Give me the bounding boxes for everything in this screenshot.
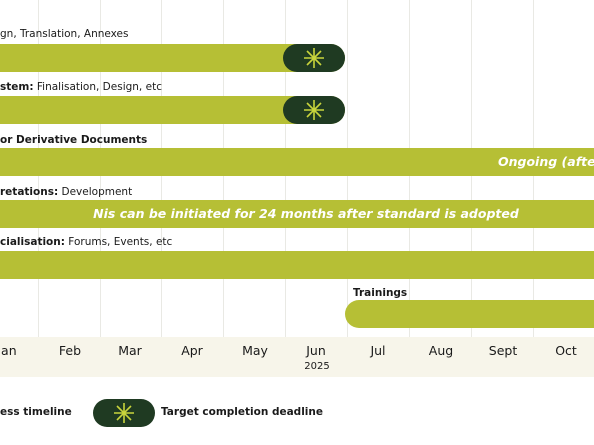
star-icon [304, 100, 324, 120]
bar-text: Nis can be initiated for 24 months after… [93, 206, 519, 221]
legend-label: ess timeline [0, 406, 72, 418]
row-label: gn, Translation, Annexes [0, 28, 129, 40]
month-label: Jun [306, 343, 326, 358]
month-label: Mar [118, 343, 142, 358]
month-label: Sept [488, 343, 518, 358]
month-label: Jan [0, 343, 17, 358]
row-label: cialisation: Forums, Events, etc [0, 236, 173, 248]
month-label: Apr [181, 343, 203, 358]
month-label: Oct [555, 343, 577, 358]
legend-label: Target completion deadline [161, 406, 323, 418]
star-icon [304, 48, 324, 68]
month-label: Jul [370, 343, 386, 358]
star-icon [114, 403, 134, 423]
bar: Ongoing (after N [0, 148, 594, 176]
bar: Nis can be initiated for 24 months after… [0, 200, 594, 228]
deadline-marker [283, 96, 345, 124]
month-label: May [242, 343, 268, 358]
row-label: Trainings [353, 287, 408, 299]
row-label: stem: Finalisation, Design, etc [0, 81, 162, 93]
month-label: Aug [428, 343, 454, 358]
row-label: or Derivative Documents [0, 134, 148, 146]
month-label: Feb [58, 343, 82, 358]
deadline-marker [283, 44, 345, 72]
bar [345, 300, 594, 328]
bar [0, 251, 594, 279]
bar-text: Ongoing (after N [498, 154, 594, 169]
time-axis: Jan Feb Mar Apr May Jun Jul Aug Sept Oct… [0, 337, 594, 377]
row-label: retations: Development [0, 186, 133, 198]
year-label: 2025 [304, 361, 330, 372]
legend-marker [93, 399, 155, 427]
